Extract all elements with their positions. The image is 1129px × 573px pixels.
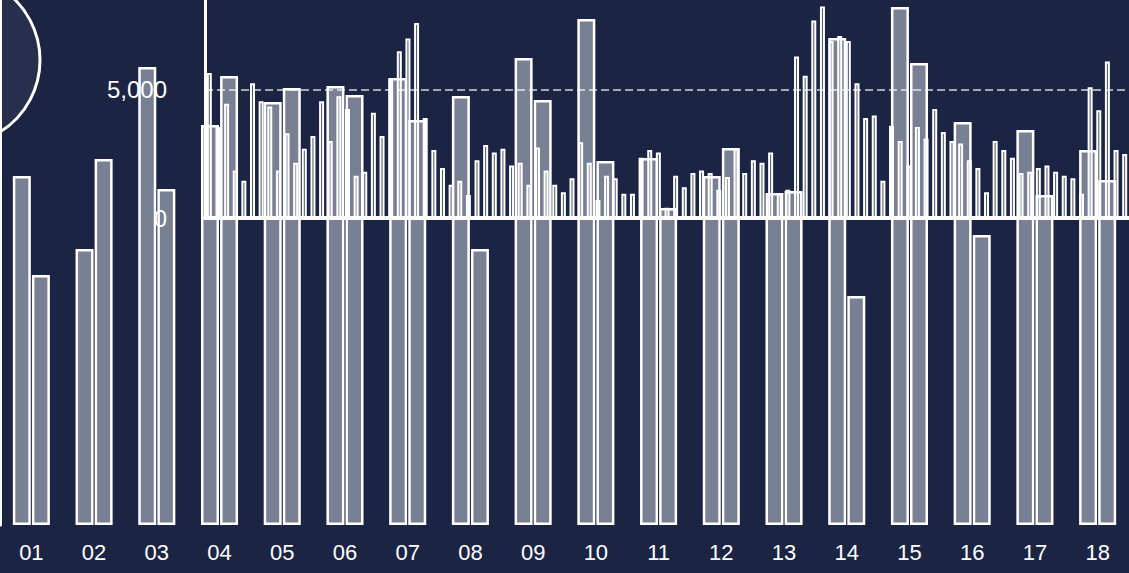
svg-text:09: 09 xyxy=(521,540,545,565)
svg-text:11: 11 xyxy=(647,540,670,565)
svg-text:06: 06 xyxy=(333,540,357,565)
svg-text:14: 14 xyxy=(835,540,859,565)
svg-text:0: 0 xyxy=(154,205,167,232)
svg-text:01: 01 xyxy=(19,540,43,565)
svg-text:17: 17 xyxy=(1023,540,1047,565)
svg-text:15: 15 xyxy=(897,540,921,565)
svg-text:10: 10 xyxy=(584,540,608,565)
svg-text:5,000: 5,000 xyxy=(107,76,167,103)
svg-text:18: 18 xyxy=(1085,540,1109,565)
svg-text:04: 04 xyxy=(207,540,231,565)
svg-text:08: 08 xyxy=(458,540,482,565)
svg-text:07: 07 xyxy=(395,540,419,565)
svg-text:16: 16 xyxy=(960,540,984,565)
svg-text:02: 02 xyxy=(82,540,106,565)
svg-text:13: 13 xyxy=(772,540,796,565)
svg-text:12: 12 xyxy=(709,540,733,565)
svg-text:03: 03 xyxy=(145,540,169,565)
svg-text:05: 05 xyxy=(270,540,294,565)
